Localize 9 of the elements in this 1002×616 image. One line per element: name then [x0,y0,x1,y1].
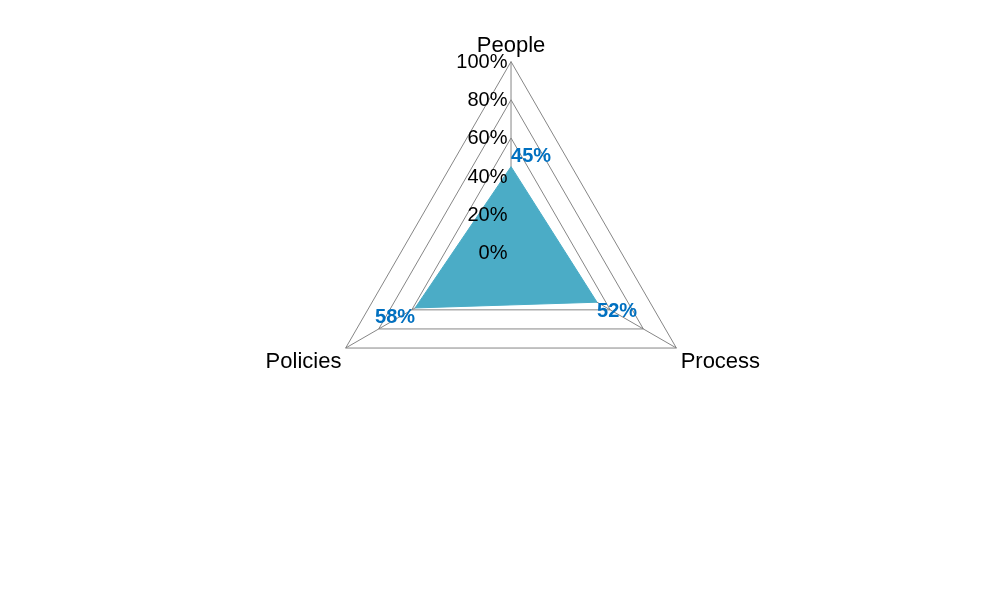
y-tick-label: 80% [467,88,508,111]
data-label: 45% [511,143,552,166]
y-tick-label: 40% [467,164,508,187]
y-tick-label: 0% [478,241,508,264]
spoke-label: Process [680,348,761,374]
y-tick-label: 60% [467,126,508,149]
data-label: 58% [375,304,416,327]
data-label: 52% [597,299,638,322]
spoke-label: Policies [265,348,342,374]
